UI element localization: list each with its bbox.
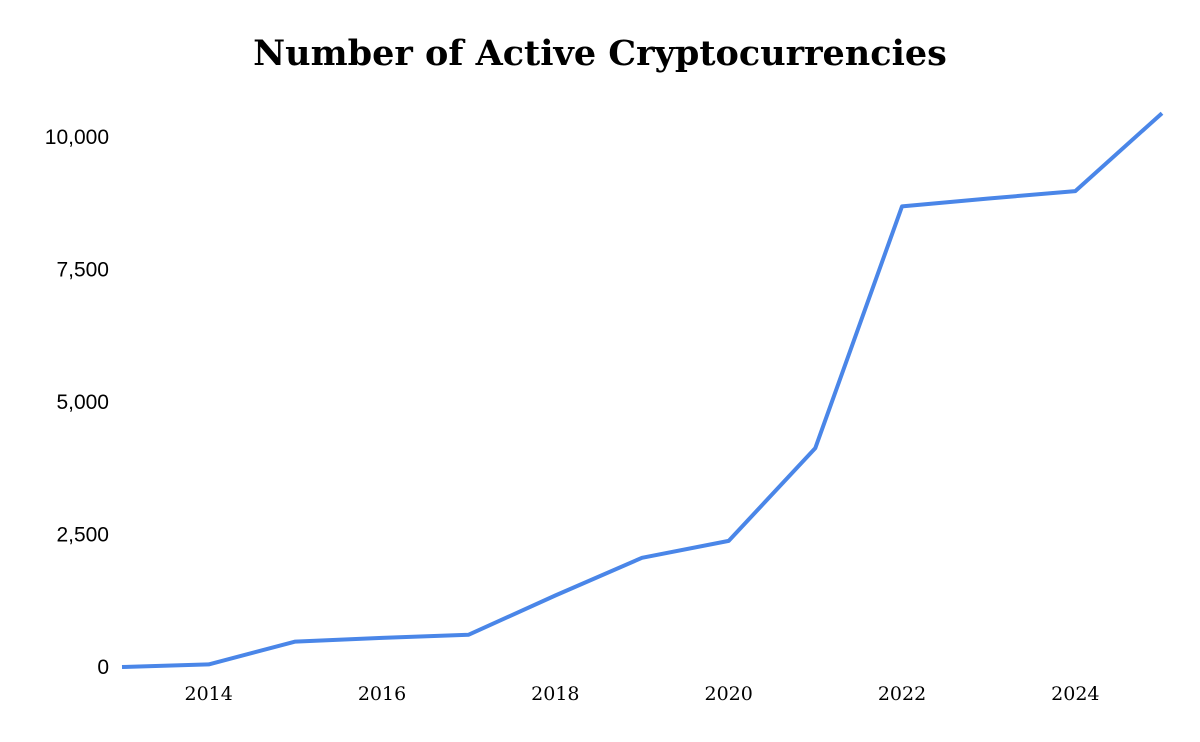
series-line (121, 111, 1164, 669)
x-tick-label: 2020 (704, 683, 752, 705)
data-point (120, 665, 124, 669)
y-tick-label: 7,500 (56, 259, 109, 282)
data-point (1160, 111, 1164, 115)
x-axis-ticks: 2014 2016 2018 2020 2022 2024 (184, 683, 1099, 705)
x-tick-label: 2016 (358, 683, 406, 705)
data-point (813, 446, 817, 450)
y-tick-label: 10,000 (45, 126, 109, 149)
y-tick-label: 5,000 (56, 391, 109, 414)
data-point (727, 539, 731, 543)
x-tick-label: 2024 (1051, 683, 1099, 705)
chart-title: Number of Active Cryptocurrencies (253, 33, 947, 74)
data-point (380, 636, 384, 640)
data-point (1073, 189, 1077, 193)
data-point (467, 633, 471, 637)
y-axis-ticks: 0 2,500 5,000 7,500 10,000 (45, 126, 109, 679)
y-tick-label: 2,500 (56, 524, 109, 547)
data-point (553, 594, 557, 598)
series-layer (120, 111, 1164, 669)
x-tick-label: 2018 (531, 683, 579, 705)
data-point (900, 204, 904, 208)
data-point (987, 197, 991, 201)
data-point (293, 640, 297, 644)
x-tick-label: 2022 (878, 683, 926, 705)
data-point (207, 662, 211, 666)
data-point (640, 556, 644, 560)
y-tick-label: 0 (97, 656, 109, 679)
x-tick-label: 2014 (184, 683, 232, 705)
